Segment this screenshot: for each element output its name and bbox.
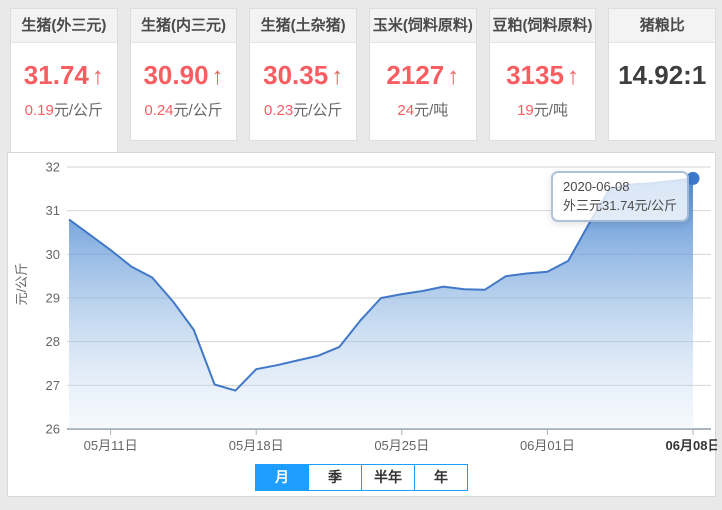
card-value: 30.90 ↑ [143, 60, 224, 90]
up-arrow-icon: ↑ [331, 63, 344, 90]
up-arrow-icon: ↑ [91, 63, 104, 90]
svg-text:32: 32 [46, 160, 60, 175]
last-point-dot [686, 171, 700, 185]
y-axis-labels: 32 31 30 29 28 27 26 [46, 160, 60, 437]
price-card-yumi[interactable]: 玉米(饲料原料) 2127 ↑ 24元/吨 [369, 8, 477, 141]
svg-text:30: 30 [46, 247, 60, 262]
card-title: 生猪(外三元) [11, 9, 117, 43]
price-line [68, 177, 694, 392]
range-button-month[interactable]: 月 [255, 464, 309, 491]
svg-text:31: 31 [46, 203, 60, 218]
card-value: 2127 ↑ [386, 60, 460, 90]
price-card-tuzazhu[interactable]: 生猪(土杂猪) 30.35 ↑ 0.23元/公斤 [249, 8, 358, 141]
up-arrow-icon: ↑ [447, 63, 460, 90]
card-title: 豆粕(饲料原料) [489, 9, 596, 43]
svg-text:06月01日: 06月01日 [520, 438, 575, 453]
svg-text:05月11日: 05月11日 [84, 438, 138, 453]
card-change: 0.24元/公斤 [144, 102, 223, 119]
card-title: 生猪(土杂猪) [250, 9, 357, 43]
card-title: 生猪(内三元) [130, 9, 237, 43]
y-axis-title: 元/公斤 [14, 263, 29, 306]
up-arrow-icon: ↑ [211, 63, 224, 90]
svg-text:27: 27 [46, 378, 60, 393]
svg-text:28: 28 [46, 334, 60, 349]
price-chart[interactable]: 32 31 30 29 28 27 26 元/公斤 05月11日 05月18日 05月25日 06月0… [8, 153, 717, 498]
card-change: 0.19元/公斤 [24, 102, 104, 119]
svg-text:29: 29 [46, 291, 60, 306]
tooltip-date: 2020-06-08 [563, 179, 630, 194]
range-button-year[interactable]: 年 [414, 464, 468, 491]
chart-tooltip: 2020-06-08 外三元31.74元/公斤 [551, 171, 690, 222]
svg-text:05月25日: 05月25日 [374, 438, 429, 453]
tooltip-value: 外三元31.74元/公斤 [563, 198, 678, 213]
card-value: 14.92:1 [618, 60, 707, 90]
svg-text:05月18日: 05月18日 [229, 438, 284, 453]
price-card-doupo[interactable]: 豆粕(饲料原料) 3135 ↑ 19元/吨 [488, 8, 597, 141]
card-change: 24元/吨 [397, 102, 449, 119]
card-value: 31.74 ↑ [23, 60, 104, 90]
chart-panel: 32 31 30 29 28 27 26 元/公斤 05月11日 05月18日 05月25日 06月0… [7, 152, 717, 498]
up-arrow-icon: ↑ [566, 63, 579, 90]
range-button-halfyear[interactable]: 半年 [361, 464, 415, 491]
svg-text:26: 26 [46, 422, 60, 437]
card-value: 30.35 ↑ [263, 60, 344, 90]
card-value: 3135 ↑ [506, 60, 579, 90]
card-title: 玉米(饲料原料) [370, 9, 476, 43]
x-axis-labels: 05月11日 05月18日 05月25日 06月01日 06月08日 [84, 438, 717, 453]
range-button-group: 月 季 半年 年 [8, 464, 715, 491]
price-cards: 生猪(外三元) 31.74 ↑ 0.19元/公斤 生猪(内三元) 30.90 ↑ 0… [10, 8, 717, 153]
card-change [609, 97, 715, 115]
price-card-neisanyuan[interactable]: 生猪(内三元) 30.90 ↑ 0.24元/公斤 [129, 8, 238, 141]
card-title: 猪粮比 [609, 9, 716, 43]
card-change: 19元/吨 [517, 102, 568, 119]
svg-text:06月08日: 06月08日 [666, 438, 717, 453]
range-button-quarter[interactable]: 季 [308, 464, 362, 491]
price-area-fill [69, 178, 693, 429]
card-change: 0.23元/公斤 [263, 102, 343, 119]
price-card-waisanyuan[interactable]: 生猪(外三元) 31.74 ↑ 0.19元/公斤 [10, 8, 118, 153]
price-card-zhuliangbi[interactable]: 猪粮比 14.92:1 [608, 8, 717, 141]
